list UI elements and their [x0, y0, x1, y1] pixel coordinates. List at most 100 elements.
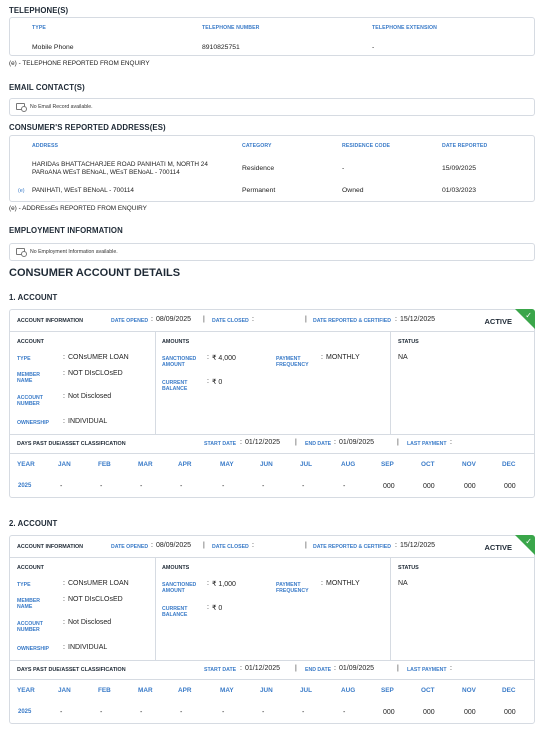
end-date-value: 01/09/2025 [339, 665, 375, 672]
status-col-label: STATUS [398, 339, 419, 345]
month-value-may: - [222, 709, 225, 716]
colon: : [63, 418, 65, 425]
month-value-year: 2025 [18, 709, 32, 715]
active-badge: ACTIVE [484, 317, 512, 326]
account-col-label: ACCOUNT [17, 339, 44, 345]
colon: : [207, 580, 209, 587]
start-date-value: 01/12/2025 [245, 439, 281, 446]
account-card: ACCOUNT INFORMATION DATE OPENED : 08/09/… [9, 309, 535, 498]
month-header-jun: JUN [260, 461, 273, 468]
date-opened-colon: : [151, 316, 153, 323]
check-icon: ✓ [525, 311, 532, 320]
date-closed-label: DATE CLOSED [212, 544, 249, 550]
ownership-label: OWNERSHIP [17, 420, 49, 426]
amounts-col-label: AMOUNTS [162, 339, 190, 345]
telephone-extension: - [372, 44, 375, 51]
dpd-header: DAYS PAST DUE/ASSET CLASSIFICATION START… [10, 661, 534, 680]
type-label: TYPE [17, 356, 31, 362]
month-value-may: - [222, 483, 225, 490]
month-value-aug: - [343, 483, 346, 490]
colon: : [63, 580, 65, 587]
type-label: TYPE [17, 582, 31, 588]
date-reported-colon: : [395, 316, 397, 323]
month-value-row: 2025 - - - - - - - - 000 000 000 000 [10, 709, 534, 719]
current-balance-label-2: BALANCE [162, 386, 188, 392]
date-opened-value: 08/09/2025 [156, 542, 192, 549]
month-value-row: 2025 - - - - - - - - 000 000 000 000 [10, 483, 534, 493]
date-opened-label: DATE OPENED [111, 318, 149, 324]
end-date-label: END DATE [305, 441, 332, 447]
column-divider [390, 558, 391, 661]
member-value: NOT DIsCLOsED [68, 596, 123, 603]
current-balance-value: ₹ 0 [212, 605, 223, 612]
start-date-colon: : [240, 439, 242, 446]
ownership-value: INDIVIDUAL [68, 418, 108, 425]
last-payment-colon: : [450, 665, 452, 672]
address-note: (e) - ADDREssEs REPORTED FROM ENQUIRY [9, 205, 147, 212]
member-label-1: MEMBER [17, 598, 41, 604]
active-corner [515, 309, 535, 329]
month-header-jun: JUN [260, 687, 273, 694]
no-record-icon [16, 103, 27, 112]
divider: | [295, 665, 297, 672]
colon: : [63, 354, 65, 361]
month-header-jul: JUL [300, 687, 313, 694]
colon: : [321, 354, 323, 361]
month-header-nov: NOV [462, 461, 476, 468]
account-info-header: ACCOUNT INFORMATION DATE OPENED : 08/09/… [10, 535, 535, 558]
month-value-mar: - [140, 709, 143, 716]
date-opened-colon: : [151, 542, 153, 549]
month-value-oct: 000 [423, 483, 435, 490]
payment-frequency-label-1: PAYMENT [276, 582, 301, 588]
month-value-nov: 000 [464, 483, 476, 490]
residence-code-header: RESIDENCE CODE [342, 143, 391, 149]
colon: : [63, 393, 65, 400]
account-card: ACCOUNT INFORMATION DATE OPENED : 08/09/… [9, 535, 535, 724]
date-opened-label: DATE OPENED [111, 544, 149, 550]
divider: | [295, 439, 297, 446]
sanctioned-label-2: AMOUNT [162, 362, 185, 368]
address-section-title: CONSUMER'S REPORTED ADDRESS(ES) [9, 123, 166, 132]
telephone-section-title: TELEPHONE(S) [9, 6, 69, 15]
colon: : [63, 619, 65, 626]
month-value-jul: - [302, 709, 305, 716]
date-reported-label: DATE REPORTED & CERTIFIED [313, 544, 392, 550]
month-header-apr: APR [178, 461, 192, 468]
month-header-oct: OCT [421, 461, 435, 468]
payment-frequency-label-2: FREQUENCY [276, 588, 309, 594]
address-row-2-date: 01/03/2023 [442, 187, 477, 194]
dpd-label: DAYS PAST DUE/ASSET CLASSIFICATION [17, 667, 126, 673]
date-closed-colon: : [252, 316, 254, 323]
divider: | [305, 542, 307, 549]
employment-section-title: EMPLOYMENT INFORMATION [9, 226, 123, 235]
account-details: ACCOUNT TYPE : CONsUMER LOAN MEMBER NAME… [10, 558, 534, 661]
date-closed-label: DATE CLOSED [212, 318, 249, 324]
payment-frequency-value: MONTHLY [326, 580, 360, 587]
employment-box: No Employment Information available. [9, 243, 535, 261]
account-col-label: ACCOUNT [17, 565, 44, 571]
current-balance-label-1: CURRENT [162, 606, 188, 612]
amounts-col-label: AMOUNTS [162, 565, 190, 571]
email-empty-text: No Email Record available. [30, 103, 93, 110]
month-header-year: YEAR [17, 687, 35, 694]
month-value-jul: - [302, 483, 305, 490]
date-reported-value: 15/12/2025 [400, 316, 436, 323]
member-label-1: MEMBER [17, 372, 41, 378]
month-header-sep: SEP [381, 687, 394, 694]
month-value-sep: 000 [383, 709, 395, 716]
month-header-aug: AUG [341, 461, 356, 468]
date-reported-value: 15/12/2025 [400, 542, 436, 549]
current-balance-label-1: CURRENT [162, 380, 188, 386]
month-header-jan: JAN [58, 687, 71, 694]
colon: : [207, 354, 209, 361]
start-date-label: START DATE [204, 667, 237, 673]
account-title: 1. ACCOUNT [9, 293, 58, 302]
current-balance-label-2: BALANCE [162, 612, 188, 618]
telephone-type-header: TYPE [32, 25, 46, 31]
address-row-1-date: 15/09/2025 [442, 165, 477, 172]
colon: : [63, 596, 65, 603]
status-value: NA [398, 354, 408, 361]
month-header-row: YEAR JAN FEB MAR APR MAY JUN JUL AUG SEP OCT NOV DEC [10, 687, 534, 697]
payment-frequency-value: MONTHLY [326, 354, 360, 361]
end-date-colon: : [334, 665, 336, 672]
